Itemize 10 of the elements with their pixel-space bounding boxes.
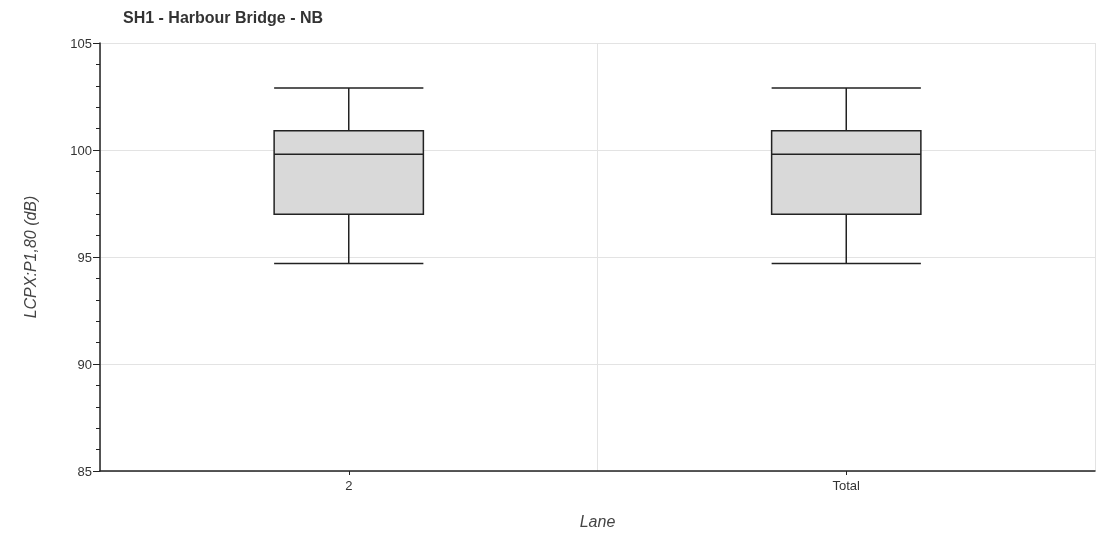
y-tick-label: 85 — [77, 463, 92, 479]
y-tick-label: 100 — [70, 142, 92, 158]
y-tick-label: 95 — [77, 249, 92, 265]
x-tick-label: 2 — [345, 478, 353, 493]
y-tick-label: 105 — [70, 35, 92, 51]
x-tick-label: Total — [832, 478, 861, 493]
y-tick-label: 90 — [77, 356, 92, 372]
chart-title: SH1 - Harbour Bridge - NB — [123, 8, 324, 26]
y-axis-title: LCPX:P1,80 (dB) — [21, 195, 39, 319]
x-axis-title: Lane — [579, 512, 616, 530]
